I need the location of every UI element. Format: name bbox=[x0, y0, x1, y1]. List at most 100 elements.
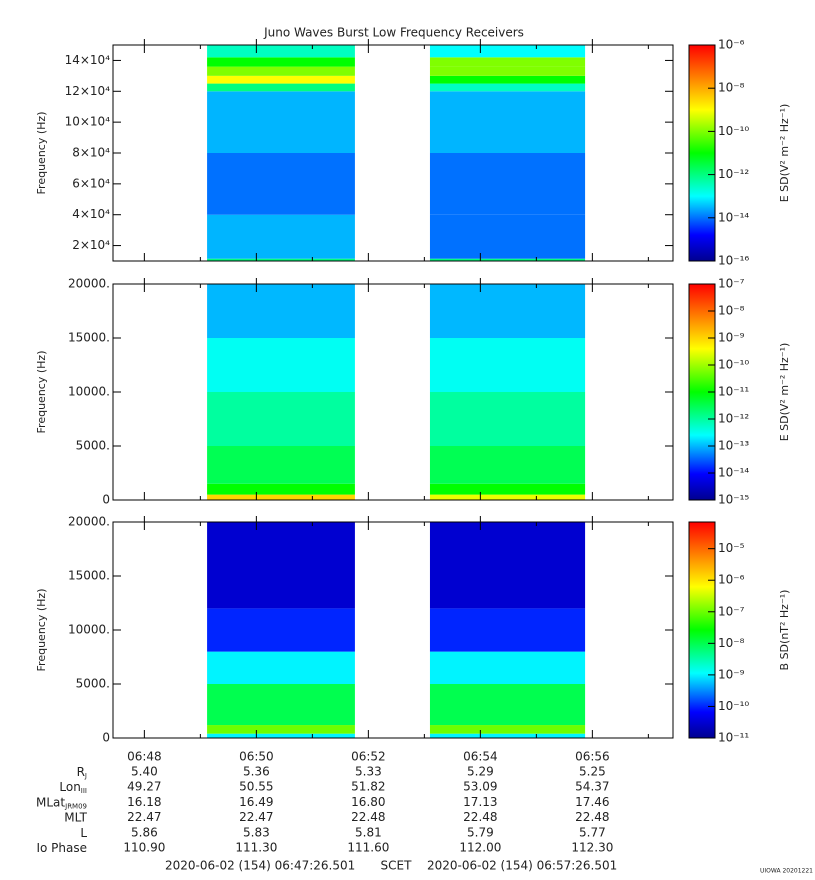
y-tick-label: 15000. bbox=[68, 569, 110, 583]
y-tick-label: 10000. bbox=[68, 385, 110, 399]
spectrogram-cell bbox=[207, 733, 355, 738]
colorbar-tick-label: 10⁻¹¹ bbox=[718, 385, 749, 399]
ephemeris-value: 5.36 bbox=[243, 765, 270, 779]
ephemeris-value: 17.46 bbox=[575, 795, 609, 809]
ephemeris-value: 22.47 bbox=[127, 810, 161, 824]
colorbar-tick-label: 10⁻¹⁴ bbox=[718, 210, 749, 224]
colorbar-tick-label: 10⁻¹³ bbox=[718, 439, 749, 453]
spectrogram-cell bbox=[429, 725, 586, 734]
colorbar-label: E SD(V² m⁻² Hz⁻¹) bbox=[778, 343, 791, 442]
spectrogram-cell bbox=[207, 258, 355, 261]
spectrogram-cell bbox=[429, 608, 586, 652]
spectrogram-cell bbox=[429, 57, 586, 67]
colorbar-tick-label: 10⁻⁸ bbox=[718, 304, 745, 318]
x-tick-label: 06:50 bbox=[239, 750, 274, 764]
colorbar-label: E SD(V² m⁻² Hz⁻¹) bbox=[778, 104, 791, 203]
y-axis-label: Frequency (Hz) bbox=[35, 351, 48, 434]
colorbar-tick-label: 10⁻⁸ bbox=[718, 636, 745, 650]
y-tick-label: 0 bbox=[102, 493, 110, 507]
spectrogram-cell bbox=[207, 66, 355, 76]
colorbar-tick-label: 10⁻¹⁰ bbox=[718, 358, 749, 372]
x-tick-label: 06:56 bbox=[575, 750, 610, 764]
colorbar-tick-label: 10⁻¹¹ bbox=[718, 731, 749, 745]
x-tick-label: 06:54 bbox=[463, 750, 498, 764]
spectrogram-cell bbox=[429, 153, 586, 215]
ephemeris-label-sub: J bbox=[84, 772, 87, 780]
spectrogram-cell bbox=[207, 494, 355, 500]
ephemeris-value: 51.82 bbox=[351, 780, 385, 794]
ephemeris-value: 5.33 bbox=[355, 765, 382, 779]
plot-frame bbox=[112, 283, 674, 501]
ephemeris-value: 22.48 bbox=[463, 810, 497, 824]
colorbar-tick-label: 10⁻⁵ bbox=[718, 541, 745, 555]
plot-frame bbox=[112, 44, 674, 262]
ephemeris-label: LonIII bbox=[59, 780, 87, 796]
colorbar-tick-label: 10⁻¹⁵ bbox=[718, 493, 749, 507]
colorbar-tick-label: 10⁻⁹ bbox=[718, 331, 745, 345]
x-tick-label: 06:52 bbox=[351, 750, 386, 764]
ephemeris-value: 5.25 bbox=[579, 765, 606, 779]
colorbar bbox=[688, 44, 716, 262]
spectrogram-cell bbox=[429, 338, 586, 392]
colorbar-tick-label: 10⁻⁸ bbox=[718, 81, 745, 95]
ephemeris-value: 54.37 bbox=[575, 780, 609, 794]
colorbar-tick-label: 10⁻¹⁰ bbox=[718, 699, 749, 713]
y-tick-label: 8×10⁴ bbox=[72, 146, 110, 160]
ephemeris-value: 5.29 bbox=[467, 765, 494, 779]
spectrogram-cell bbox=[429, 684, 586, 726]
spectrogram-cell bbox=[429, 651, 586, 684]
colorbar-tick-label: 10⁻¹² bbox=[718, 167, 749, 181]
spectrogram-cell bbox=[207, 45, 355, 58]
ephemeris-value: 16.49 bbox=[239, 795, 273, 809]
y-tick-label: 10×10⁴ bbox=[65, 115, 111, 129]
ephemeris-value: 5.81 bbox=[355, 825, 382, 839]
y-axis-label: Frequency (Hz) bbox=[35, 589, 48, 672]
spectrogram-cell bbox=[207, 446, 355, 484]
ephemeris-value: 5.40 bbox=[131, 765, 158, 779]
ephemeris-value: 5.79 bbox=[467, 825, 494, 839]
colorbar-tick-label: 10⁻⁷ bbox=[718, 277, 745, 291]
spectrogram-cell bbox=[207, 214, 355, 259]
spectrogram-cell bbox=[429, 214, 586, 259]
colorbar-tick-label: 10⁻⁷ bbox=[718, 604, 745, 618]
spectrogram-cell bbox=[207, 83, 355, 92]
colorbar-tick-label: 10⁻⁶ bbox=[718, 38, 745, 52]
spectrogram-cell bbox=[429, 494, 586, 500]
spectrogram-cell bbox=[429, 483, 586, 495]
y-tick-label: 4×10⁴ bbox=[72, 207, 110, 221]
ephemeris-value: 49.27 bbox=[127, 780, 161, 794]
footer-start: 2020-06-02 (154) 06:47:26.501 bbox=[165, 859, 355, 873]
spectrogram-cell bbox=[429, 733, 586, 738]
colorbar-tick-label: 10⁻¹⁶ bbox=[718, 254, 749, 268]
chart-title: Juno Waves Burst Low Frequency Receivers bbox=[263, 26, 524, 40]
y-tick-label: 0 bbox=[102, 731, 110, 745]
spectrogram-cell bbox=[429, 91, 586, 153]
ephemeris-value: 53.09 bbox=[463, 780, 497, 794]
y-tick-label: 10000. bbox=[68, 623, 110, 637]
y-axis-label: Frequency (Hz) bbox=[35, 112, 48, 195]
y-tick-label: 20000. bbox=[68, 277, 110, 291]
ephemeris-value: 17.13 bbox=[463, 795, 497, 809]
spectrogram-cell bbox=[207, 651, 355, 684]
spectrogram-cell bbox=[207, 608, 355, 652]
x-tick-label: 06:48 bbox=[127, 750, 162, 764]
y-tick-label: 15000. bbox=[68, 331, 110, 345]
ephemeris-label-main: MLT bbox=[64, 810, 87, 824]
y-tick-label: 5000. bbox=[76, 439, 110, 453]
spectrogram-cell bbox=[207, 338, 355, 392]
spectrogram-cell bbox=[207, 392, 355, 446]
spectrogram-cell bbox=[207, 57, 355, 67]
ephemeris-label: MLatJRM09 bbox=[36, 795, 87, 811]
ephemeris-value: 112.00 bbox=[459, 841, 501, 855]
ephemeris-label-main: L bbox=[80, 825, 87, 839]
spectrogram-cell bbox=[429, 66, 586, 76]
spectrogram-cell bbox=[207, 91, 355, 153]
colorbar-tick-label: 10⁻¹⁴ bbox=[718, 466, 749, 480]
spectrogram-cell bbox=[429, 522, 586, 609]
colorbar bbox=[688, 521, 716, 739]
ephemeris-label-main: MLat bbox=[36, 795, 65, 809]
footer-end: 2020-06-02 (154) 06:57:26.501 bbox=[427, 859, 617, 873]
spectrogram-cell bbox=[207, 284, 355, 338]
ephemeris-value: 22.48 bbox=[575, 810, 609, 824]
colorbar-tick-label: 10⁻¹⁰ bbox=[718, 124, 749, 138]
